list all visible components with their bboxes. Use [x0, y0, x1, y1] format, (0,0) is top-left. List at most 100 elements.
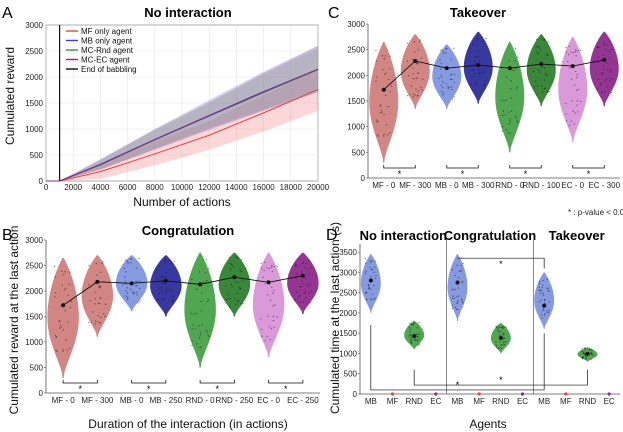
data-dot — [365, 298, 368, 301]
data-dot — [62, 350, 64, 352]
data-dot — [416, 340, 419, 342]
data-dot — [239, 288, 241, 290]
data-dot — [475, 37, 478, 40]
data-dot — [163, 298, 165, 300]
data-dot — [384, 55, 387, 57]
data-dot — [575, 49, 577, 51]
data-dot — [565, 113, 568, 115]
data-dot — [229, 268, 231, 270]
data-dot — [504, 337, 506, 339]
data-dot — [165, 259, 167, 261]
data-dot — [532, 70, 535, 73]
median-point — [455, 280, 460, 285]
data-dot — [568, 67, 571, 69]
data-dot — [415, 88, 417, 90]
data-dot — [305, 297, 307, 299]
data-dot — [368, 286, 370, 289]
data-dot — [514, 47, 517, 50]
data-dot — [161, 283, 164, 285]
data-dot — [602, 65, 605, 67]
data-dot — [573, 84, 576, 86]
data-dot — [445, 48, 447, 50]
data-dot — [510, 97, 512, 99]
data-dot — [370, 276, 372, 278]
data-dot — [588, 349, 591, 351]
violin-ec-0 — [558, 36, 588, 143]
panel-a-x-tick-label: 14000 — [225, 183, 248, 192]
data-dot — [240, 258, 243, 261]
data-dot — [577, 111, 579, 113]
data-dot — [590, 353, 593, 355]
data-dot — [228, 305, 231, 308]
data-dot — [449, 78, 452, 80]
x-tick-label: RND — [492, 397, 510, 406]
data-dot — [576, 104, 578, 106]
data-dot — [64, 310, 66, 312]
data-dot — [139, 287, 141, 290]
zero-marker — [477, 392, 481, 396]
data-dot — [409, 331, 411, 333]
x-tick-label: RND — [405, 397, 423, 406]
data-dot — [546, 278, 549, 280]
legend-label: End of babbling — [81, 65, 137, 74]
data-dot — [299, 301, 302, 304]
data-dot — [409, 328, 412, 331]
y-tick-label: 2500 — [25, 262, 43, 271]
significance-bracket — [572, 165, 605, 169]
data-dot — [225, 285, 227, 287]
data-dot — [135, 267, 138, 270]
data-dot — [132, 292, 135, 295]
data-dot — [308, 292, 310, 294]
x-tick-label: MB - 250 — [150, 396, 183, 405]
data-dot — [452, 289, 455, 291]
significance-line-takeover — [457, 257, 545, 269]
data-dot — [372, 293, 374, 296]
data-dot — [387, 105, 389, 108]
data-dot — [305, 262, 307, 265]
data-dot — [164, 261, 167, 264]
significance-bracket — [509, 165, 542, 169]
data-dot — [478, 69, 480, 71]
panel-b-xlabel: Duration of the interaction (in actions) — [88, 417, 287, 431]
data-dot — [602, 73, 604, 75]
data-dot — [53, 265, 56, 268]
data-dot — [477, 51, 480, 53]
data-dot — [495, 341, 497, 344]
data-dot — [499, 334, 501, 337]
data-dot — [163, 260, 165, 262]
data-dot — [375, 49, 377, 52]
data-dot — [383, 58, 385, 60]
data-dot — [310, 266, 312, 269]
data-dot — [606, 44, 608, 46]
data-dot — [482, 40, 484, 42]
panel-a-x-tick-label: 0 — [44, 183, 49, 192]
data-dot — [501, 99, 503, 102]
data-dot — [439, 58, 441, 61]
data-dot — [484, 87, 486, 89]
data-dot — [408, 94, 411, 96]
data-dot — [94, 320, 97, 322]
panel-a-y-tick-label: 1500 — [25, 99, 43, 108]
data-dot — [130, 258, 132, 260]
data-dot — [162, 276, 165, 279]
data-dot — [482, 73, 485, 75]
panel-c: C Takeover 0 500 1000 1500 2000 2500 3000 MF - … — [328, 5, 621, 190]
data-dot — [565, 51, 568, 53]
data-dot — [104, 315, 106, 318]
data-dot — [410, 323, 413, 325]
data-dot — [453, 96, 455, 98]
data-dot — [264, 340, 266, 342]
data-dot — [55, 349, 57, 351]
data-dot — [509, 120, 511, 122]
data-dot — [442, 94, 444, 96]
data-dot — [611, 78, 613, 80]
data-dot — [510, 79, 512, 82]
data-dot — [190, 312, 193, 315]
data-dot — [597, 78, 600, 81]
median-point — [585, 351, 590, 356]
data-dot — [456, 296, 458, 298]
zero-marker — [390, 392, 395, 396]
data-dot — [450, 58, 452, 61]
panel-b-ylabel: Cumulated reward at the last action — [7, 226, 21, 415]
data-dot — [365, 292, 368, 294]
